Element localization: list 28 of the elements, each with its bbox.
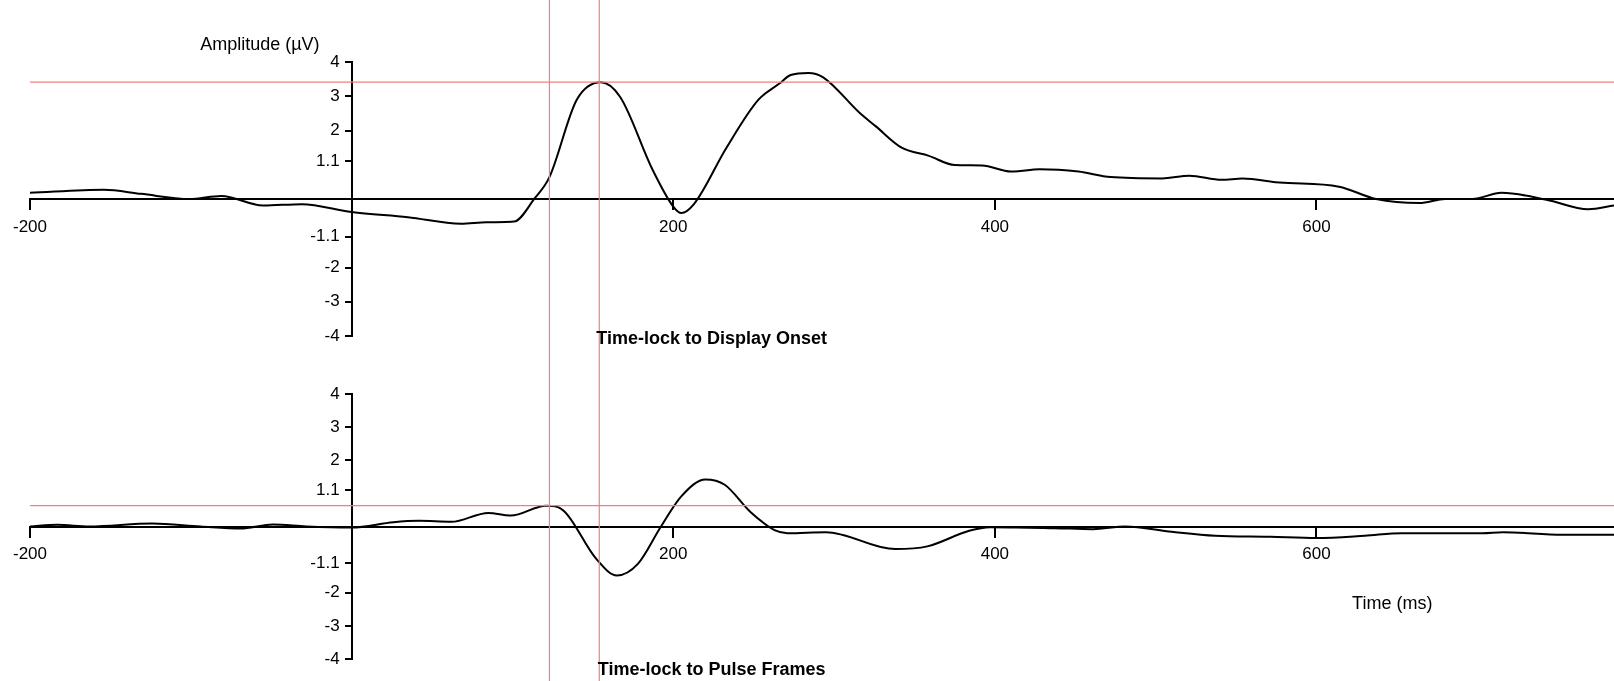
y-tick-label: 2 xyxy=(330,449,340,469)
y-tick-label: -3 xyxy=(324,615,340,635)
x-axis-title: Time (ms) xyxy=(1352,593,1433,614)
x-tick-label: 200 xyxy=(659,216,688,236)
text: Time-lock to Display Onset xyxy=(596,327,827,348)
text: Time-lock to Pulse Frames xyxy=(597,658,826,679)
x-tick-label: 400 xyxy=(980,216,1010,236)
x-tick-label: -200 xyxy=(12,216,48,236)
y-tick-label: 1.1 xyxy=(315,151,340,171)
x-tick-label: 400 xyxy=(980,544,1010,564)
y-tick-label: -3 xyxy=(324,291,340,311)
y-tick-label: 3 xyxy=(330,85,340,105)
y-tick-label: -2 xyxy=(324,582,340,602)
y-tick-label: -2 xyxy=(324,257,340,277)
x-tick-label: -200 xyxy=(12,544,48,564)
x-tick-label: 600 xyxy=(1302,216,1331,236)
y-tick-label: 3 xyxy=(330,416,340,436)
y-tick-label: 1.1 xyxy=(315,479,340,499)
y-tick-label: 2 xyxy=(330,120,340,140)
y-tick-label: -1.1 xyxy=(310,552,340,572)
y-tick-label: -4 xyxy=(324,648,340,668)
y-tick-label: -4 xyxy=(324,325,340,345)
y-tick-label: -1.1 xyxy=(310,226,340,246)
x-tick-label: 200 xyxy=(659,544,688,564)
x-tick-label: 600 xyxy=(1302,544,1331,564)
y-tick-label: 4 xyxy=(330,383,340,403)
y-tick-label: 4 xyxy=(330,51,340,71)
y-axis-title: Amplitude (µV) xyxy=(200,33,320,54)
